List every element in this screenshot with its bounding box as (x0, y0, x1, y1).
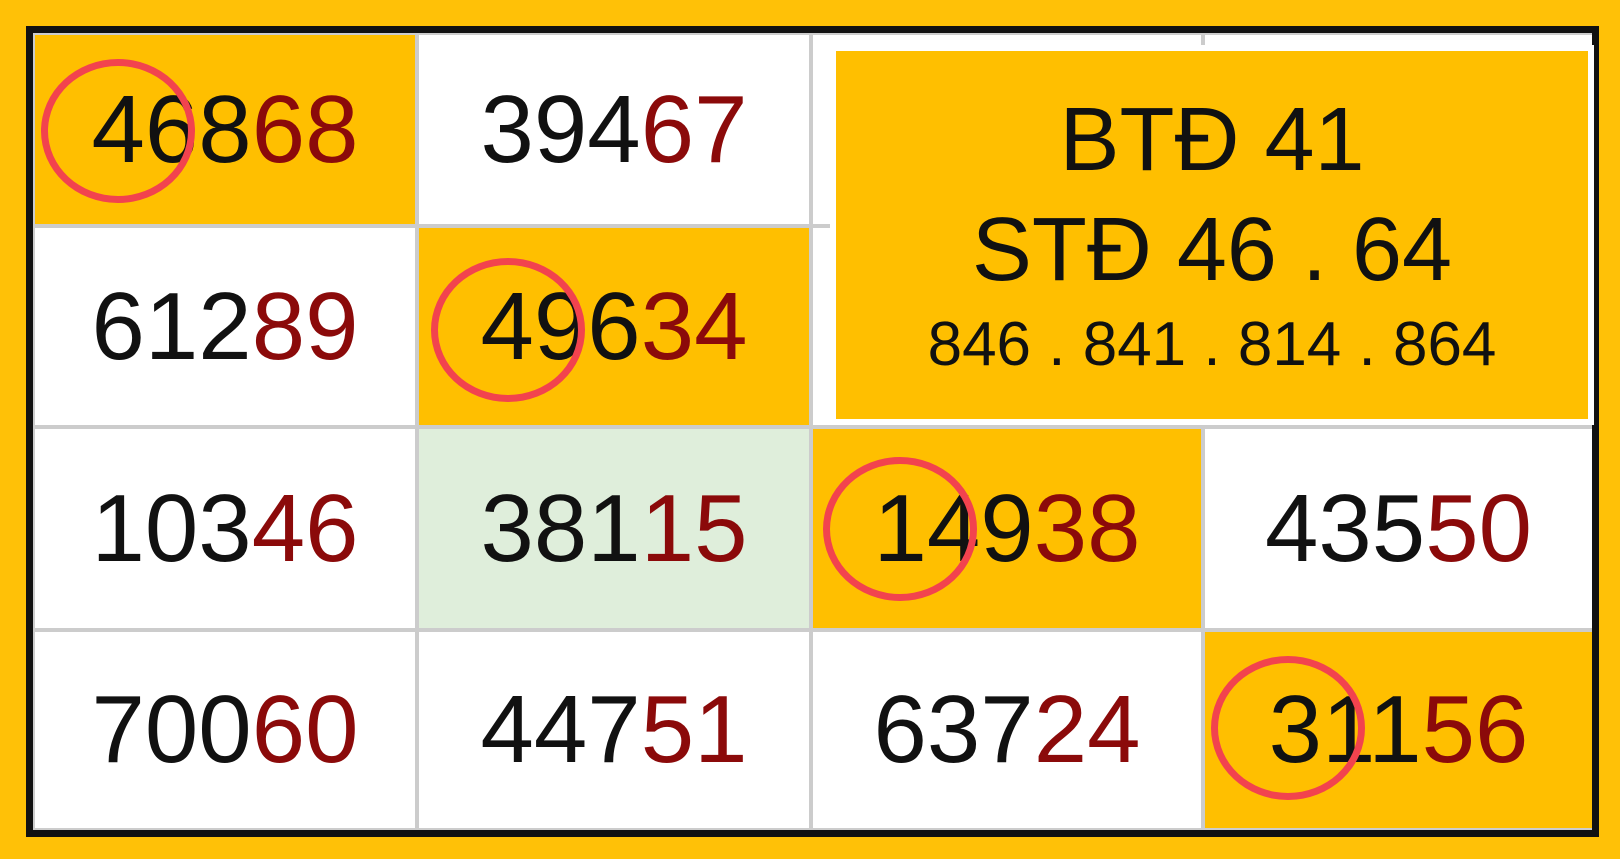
circle-mark (41, 59, 195, 203)
number-grid-frame: 468 68 394 67 612 89 496 34 103 46 381 15 149 3… (26, 26, 1599, 837)
number-cell: 103 46 (35, 429, 415, 628)
number-cell: 311 56 (1205, 632, 1592, 828)
circle-mark (1211, 656, 1365, 800)
number-cell: 394 67 (419, 35, 809, 224)
circle-mark (823, 457, 977, 601)
number-cell: 149 38 (813, 429, 1201, 628)
summary-line-std: STĐ 46 . 64 (971, 200, 1453, 300)
summary-line-btd: BTĐ 41 (1059, 90, 1365, 190)
summary-line-numbers: 846 . 841 . 814 . 864 (927, 310, 1497, 379)
number-cell: 468 68 (35, 35, 415, 224)
summary-box: BTĐ 41 STĐ 46 . 64 846 . 841 . 814 . 864 (830, 45, 1594, 425)
number-cell: 447 51 (419, 632, 809, 828)
number-cell: 435 50 (1205, 429, 1592, 628)
number-cell: 700 60 (35, 632, 415, 828)
circle-mark (431, 258, 585, 402)
number-cell: 637 24 (813, 632, 1201, 828)
number-cell: 496 34 (419, 228, 809, 425)
number-cell: 381 15 (419, 429, 809, 628)
number-cell: 612 89 (35, 228, 415, 425)
